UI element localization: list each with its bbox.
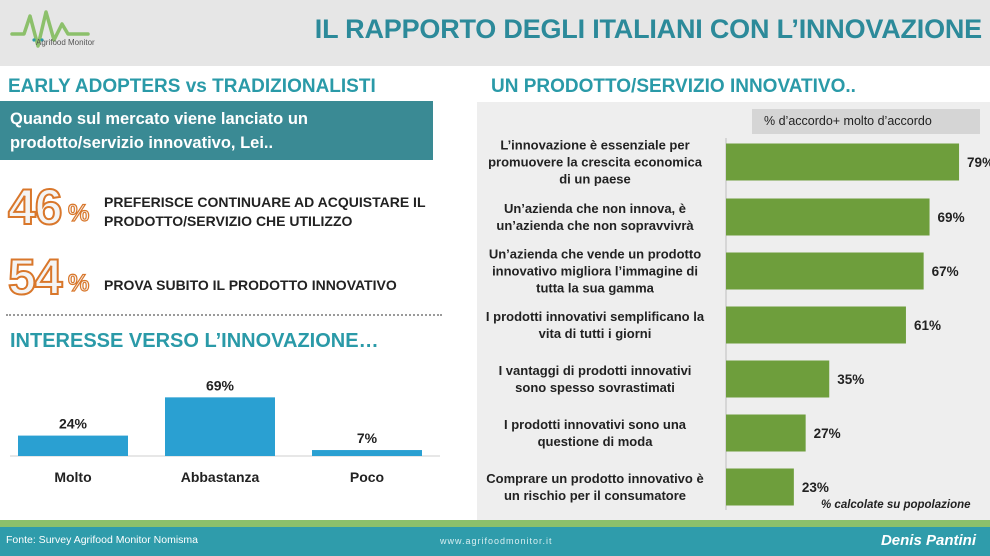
agree-value-label: 35% bbox=[837, 372, 864, 387]
agree-bar bbox=[726, 360, 830, 398]
agree-value-label: 69% bbox=[938, 210, 965, 225]
agree-value-label: 79% bbox=[967, 155, 990, 170]
agree-category-label: Comprare un prodotto innovativo è un risc… bbox=[486, 471, 703, 503]
agree-category-label: Un’azienda che vende un prodotto innovati… bbox=[489, 247, 701, 296]
agree-value-label: 27% bbox=[814, 426, 841, 441]
agree-bar bbox=[726, 252, 924, 290]
agree-bar bbox=[726, 306, 906, 344]
interest-category-label: Molto bbox=[54, 469, 91, 485]
agree-category-label: I vantaggi di prodotti innovativi sono sp… bbox=[499, 363, 692, 395]
stat-54-text: PROVA SUBITO IL PRODOTTO INNOVATIVO bbox=[104, 277, 397, 293]
agree-category-label: L’innovazione è essenziale per promuovere… bbox=[488, 138, 703, 187]
agree-category-label: I prodotti innovativi semplificano la vit… bbox=[486, 309, 705, 341]
interest-bar-chart: 24% Molto 69% Abbastanza 7% Poco bbox=[10, 377, 440, 485]
stat-46-text: PREFERISCE CONTINUARE AD ACQUISTARE IL P… bbox=[104, 193, 426, 231]
interest-bar-molto bbox=[18, 435, 128, 456]
footer-accent-line bbox=[0, 520, 990, 527]
header-bar: Agrifood Monitor IL RAPPORTO DEGLI ITALI… bbox=[0, 0, 990, 66]
stat-46-percent-sign: % bbox=[67, 199, 90, 227]
question-line-2: prodotto/servizio innovativo, Lei.. bbox=[10, 134, 274, 152]
interest-value-label: 24% bbox=[59, 416, 88, 432]
interest-value-label: 7% bbox=[357, 430, 378, 446]
early-adopters-heading: EARLY ADOPTERS vs TRADIZIONALISTI bbox=[8, 76, 376, 97]
population-note: % calcolate su popolazione bbox=[821, 499, 971, 511]
agreement-bar-chart: 79% L’innovazione è essenziale perpromuov… bbox=[486, 138, 990, 510]
interest-value-label: 69% bbox=[206, 377, 235, 393]
footer-url[interactable]: www.agrifoodmonitor.it bbox=[440, 536, 553, 546]
interest-category-label: Poco bbox=[350, 469, 384, 485]
stat-54-percent-sign: % bbox=[67, 269, 90, 297]
page-title: IL RAPPORTO DEGLI ITALIANI CON L’INNOVAZ… bbox=[314, 14, 982, 44]
stat-46-value: 46 bbox=[7, 178, 64, 236]
footer-bar: Fonte: Survey Agrifood Monitor Nomisma w… bbox=[0, 527, 990, 556]
question-box: Quando sul mercato viene lanciato un pro… bbox=[0, 101, 433, 160]
agree-bar bbox=[726, 468, 794, 506]
divider bbox=[6, 314, 442, 316]
agrifood-monitor-logo bbox=[10, 10, 90, 48]
question-line-1: Quando sul mercato viene lanciato un bbox=[10, 110, 308, 128]
agree-bar bbox=[726, 414, 806, 452]
agree-category-label: Un’azienda che non innova, è un’azienda c… bbox=[496, 201, 694, 233]
interest-heading: INTERESSE VERSO L’INNOVAZIONE… bbox=[10, 330, 379, 352]
interest-bar-poco bbox=[312, 450, 422, 456]
agree-category-label: I prodotti innovativi sono una questione … bbox=[504, 417, 687, 449]
agree-value-label: 61% bbox=[914, 318, 941, 333]
footer-author: Denis Pantini bbox=[880, 532, 976, 549]
agree-bar bbox=[726, 198, 930, 236]
stat-54-value: 54 bbox=[7, 248, 64, 306]
stat-46-text-line-2: PRODOTTO/SERVIZIO CHE UTILIZZO bbox=[104, 213, 353, 229]
stat-46-text-line-1: PREFERISCE CONTINUARE AD ACQUISTARE IL bbox=[104, 194, 426, 210]
agree-value-label: 67% bbox=[932, 264, 959, 279]
footer-source: Fonte: Survey Agrifood Monitor Nomisma bbox=[6, 534, 198, 546]
innovation-heading: UN PRODOTTO/SERVIZIO INNOVATIVO.. bbox=[491, 76, 856, 97]
logo-text: Agrifood Monitor bbox=[36, 38, 95, 47]
chart-legend: % d’accordo+ molto d’accordo bbox=[752, 109, 980, 134]
interest-category-label: Abbastanza bbox=[181, 469, 260, 485]
interest-bar-abbastanza bbox=[165, 397, 275, 456]
agree-bar bbox=[726, 143, 960, 181]
agree-value-label: 23% bbox=[802, 480, 829, 495]
